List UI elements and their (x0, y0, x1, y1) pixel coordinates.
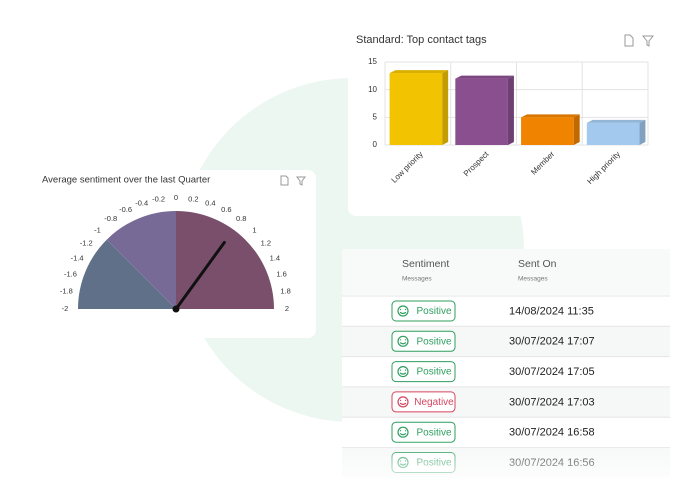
table-header-bg (342, 249, 670, 295)
gauge-pivot (172, 305, 180, 313)
gauge-tick-label: 0.4 (205, 198, 215, 207)
badge-icon-face (399, 369, 407, 375)
sentiment-badge: Positive (391, 421, 456, 443)
gauge-tick-label: 1 (252, 225, 256, 234)
gauge-tick-label: 0 (174, 193, 178, 202)
bar-side (573, 114, 580, 145)
y-tick-label: 0 (373, 140, 378, 149)
bar-side (442, 70, 449, 145)
column-subtitle: Messages (518, 276, 548, 283)
gauge-tick-label: -1.6 (64, 270, 77, 279)
fade (340, 440, 674, 490)
gauge-tick-label: -0.8 (104, 214, 117, 223)
bar-top (389, 70, 449, 74)
y-tick-label: 10 (368, 85, 377, 94)
gauge-tick-label: 2 (285, 304, 289, 313)
sentiment-label: Negative (414, 397, 454, 408)
sent-on: 30/07/2024 16:58 (509, 427, 595, 439)
row-bg (342, 386, 670, 418)
card-icons[interactable] (280, 175, 306, 186)
badge-icon-face (399, 399, 407, 405)
gauge-title: Average sentiment over the last Quarter (42, 175, 210, 186)
badge-icon (397, 396, 409, 408)
gauge-tick-label: -2 (62, 304, 69, 313)
gauge-band (78, 239, 176, 309)
sentiment-label: Positive (416, 306, 451, 317)
badge-icon-face (399, 339, 407, 345)
badge-box (391, 361, 456, 383)
y-tick-label: 5 (373, 112, 378, 121)
badge-icon (397, 335, 409, 347)
badge-icon-face (399, 430, 407, 436)
gauge-needle (174, 240, 226, 311)
bar (389, 73, 443, 145)
bar-top (586, 119, 646, 123)
gauge-tick-label: -1.8 (60, 287, 73, 296)
gauge-tick-label: 0.2 (188, 194, 198, 203)
sent-on: 30/07/2024 17:03 (509, 396, 595, 408)
sentiment-label: Positive (416, 336, 451, 347)
gauge-tick-label: 0.8 (236, 214, 246, 223)
y-tick-label: 15 (368, 57, 377, 66)
row-bg (342, 326, 670, 357)
bar-top (455, 75, 514, 79)
gauge-tick-label: -1 (94, 225, 101, 234)
gauge-tick-label: -0.2 (152, 194, 165, 203)
column-title: Sentiment (402, 258, 449, 270)
card-icons[interactable] (624, 34, 655, 47)
gauge-tick-label: -0.4 (135, 198, 148, 207)
sentiment-label: Positive (416, 367, 451, 378)
bar-side (507, 75, 514, 145)
badge-icon (397, 426, 409, 438)
badge-box (391, 330, 456, 352)
column-title: Sent On (518, 258, 557, 270)
gauge-tick-label: 1.6 (276, 270, 286, 279)
gauge-band (176, 211, 274, 309)
gauge-tick-label: 1.8 (280, 287, 290, 296)
sent-on: 30/07/2024 17:07 (509, 336, 595, 348)
badge-icon-face (399, 308, 407, 315)
column-subtitle: Messages (402, 276, 432, 283)
gauge-tick-label: 1.4 (270, 254, 280, 263)
badge-box (391, 391, 456, 413)
gauge-band (106, 211, 176, 309)
bar-side (639, 119, 646, 145)
sentiment-badge: Positive (391, 300, 456, 322)
badge-icon (397, 305, 409, 317)
sentiment-label: Positive (416, 427, 451, 438)
badge-box (391, 300, 456, 322)
sentiment-badge: Positive (391, 330, 456, 352)
gauge-tick-label: 1.2 (261, 239, 271, 248)
sent-on: 30/07/2024 17:05 (509, 366, 595, 378)
gauge-tick-label: -0.6 (119, 205, 132, 214)
bar-title: Standard: Top contact tags (356, 34, 487, 46)
bar (455, 78, 508, 145)
gauge-tick-label: 0.6 (221, 205, 231, 214)
bar (586, 122, 640, 145)
sentiment-badge: Negative (391, 391, 456, 413)
gauge-tick-label: -1.4 (71, 254, 84, 263)
bar (521, 117, 574, 145)
sentiment-badge: Positive (391, 361, 456, 383)
gauge-tick-label: -1.2 (80, 239, 93, 248)
badge-icon (397, 366, 409, 378)
sent-on: 14/08/2024 11:35 (509, 305, 594, 317)
bar-top (521, 114, 580, 118)
